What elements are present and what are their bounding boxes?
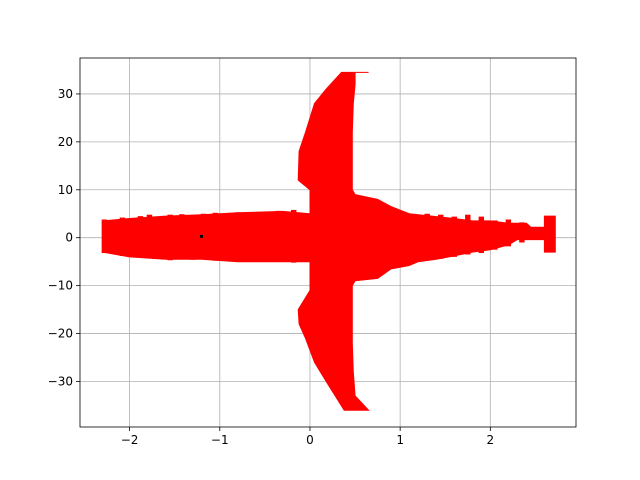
- series-block: [110, 223, 117, 250]
- y-tick-label: 0: [65, 231, 73, 245]
- data-marker: [199, 234, 203, 238]
- series-block: [146, 214, 153, 259]
- x-tick-label: −2: [121, 433, 139, 447]
- series-block: [275, 210, 282, 262]
- axes-frame: [79, 57, 577, 428]
- series-block: [478, 216, 485, 254]
- x-tick-label: 1: [396, 433, 404, 447]
- y-tick-label: −20: [48, 327, 73, 341]
- y-tick-label: 30: [58, 87, 73, 101]
- series-block: [128, 221, 135, 252]
- series-block: [370, 212, 376, 264]
- series-block: [291, 209, 297, 263]
- series-block: [212, 212, 218, 261]
- series-block: [451, 216, 457, 257]
- series-block: [262, 211, 268, 261]
- y-tick-label: 20: [58, 135, 73, 149]
- x-tick-label: −1: [211, 433, 229, 447]
- series-block: [179, 214, 185, 260]
- series-block: [119, 217, 126, 256]
- x-tick-label: 0: [306, 433, 314, 447]
- series-block: [101, 219, 108, 254]
- series-block: [505, 219, 512, 247]
- series-block: [424, 213, 430, 260]
- y-axis: −30 −20 −10 0 10 20 30: [48, 87, 80, 388]
- series-block: [224, 214, 230, 261]
- y-tick-label: 10: [58, 183, 73, 197]
- series-block: [492, 220, 498, 250]
- series-block: [200, 213, 207, 258]
- series-block: [397, 211, 403, 262]
- series-block: [519, 222, 525, 243]
- series-block: [410, 214, 417, 261]
- series-block: [383, 209, 390, 266]
- series-block: [248, 212, 255, 260]
- series-block: [190, 215, 196, 260]
- series-block: [167, 214, 173, 261]
- series-block: [438, 214, 444, 259]
- y-tick-label: −10: [48, 279, 73, 293]
- x-tick-label: 2: [487, 433, 495, 447]
- y-tick-label: −30: [48, 374, 73, 388]
- series-block: [155, 220, 162, 253]
- series-block: [465, 214, 471, 255]
- series-block: [235, 212, 241, 262]
- plot-area: [101, 71, 556, 411]
- x-axis: −2 −1 0 1 2: [121, 427, 494, 447]
- series-block: [137, 216, 144, 257]
